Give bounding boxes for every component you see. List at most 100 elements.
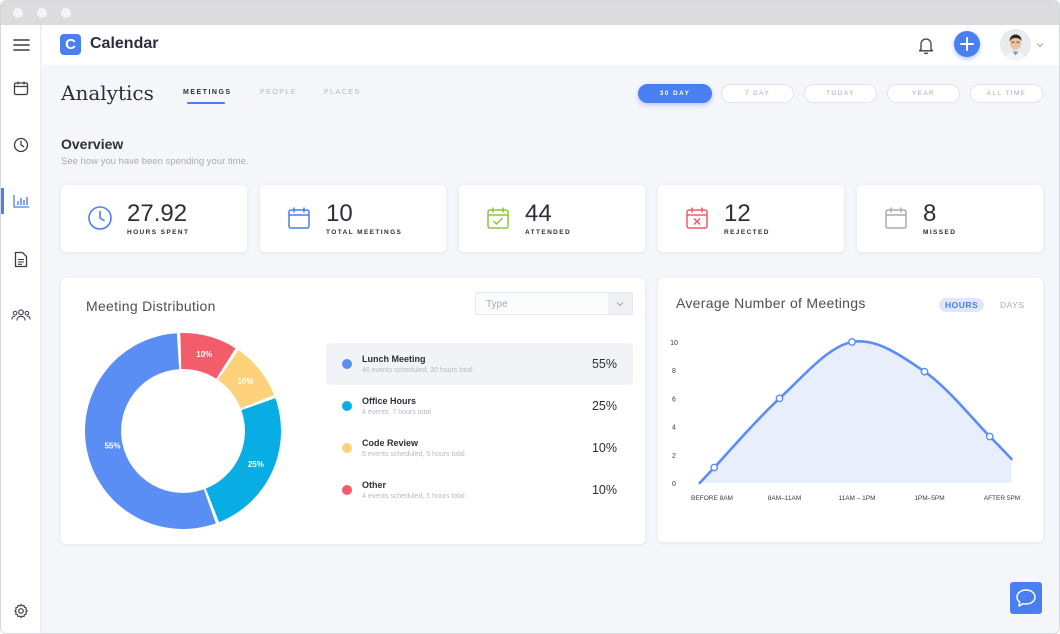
menu-icon[interactable] (11, 35, 31, 55)
chat-button[interactable] (1010, 582, 1042, 614)
account-menu-toggle[interactable] (1035, 37, 1045, 48)
sidebar-active-indicator (1, 188, 4, 214)
calendar-check-icon (485, 205, 511, 231)
clock-icon (87, 205, 113, 231)
stat-label: REJECTED (724, 229, 770, 236)
window-maximize-button[interactable] (61, 8, 71, 18)
chat-icon (1016, 589, 1036, 607)
range-30-day[interactable]: 30 DAY (638, 84, 712, 103)
stat-label: TOTAL MEETINGS (326, 229, 403, 236)
y-tick-label: 4 (672, 425, 676, 432)
stat-card-total-meetings: 10 TOTAL MEETINGS (260, 185, 446, 252)
item-name: Code Review (362, 438, 419, 448)
item-detail: 4 events, 7 hours total (362, 409, 431, 416)
sidebar-item-settings[interactable] (11, 601, 31, 621)
panel-title: Meeting Distribution (86, 298, 216, 314)
clock-icon (13, 137, 29, 153)
sidebar-item-calendar[interactable] (11, 78, 31, 98)
data-point[interactable] (920, 367, 929, 376)
calendar-icon (286, 205, 312, 231)
calendar-icon (13, 81, 29, 96)
user-photo (1000, 29, 1031, 60)
donut-slice[interactable] (205, 398, 281, 523)
item-name: Other (362, 480, 387, 490)
donut-slice[interactable] (84, 333, 216, 529)
unit-days-toggle[interactable]: DAYS (1000, 300, 1025, 310)
y-tick-label: 8 (672, 368, 676, 375)
item-percent: 25% (591, 399, 617, 413)
y-tick-label: 10 (670, 340, 678, 347)
gear-icon (14, 603, 28, 619)
sidebar-item-time[interactable] (11, 135, 31, 155)
x-tick-label: AFTER 5PM (984, 495, 1020, 502)
stat-card-attended: 44 ATTENDED (459, 185, 645, 252)
legend-dot (342, 401, 352, 411)
legend-dot (342, 485, 352, 495)
item-name: Lunch Meeting (362, 354, 426, 364)
sidebar (1, 25, 41, 633)
legend-dot (342, 359, 352, 369)
add-event-button[interactable] (954, 31, 980, 57)
data-point[interactable] (985, 432, 994, 441)
donut-slice[interactable] (180, 333, 236, 379)
range-today[interactable]: TODAY (804, 84, 877, 103)
sidebar-item-people[interactable] (11, 305, 31, 325)
tab-meetings[interactable]: MEETINGS (183, 89, 232, 96)
list-item[interactable]: Code Review 5 events scheduled, 5 hours … (326, 427, 633, 469)
y-tick-label: 0 (672, 481, 676, 488)
area-chart: 0 2 4 6 8 10 BEFORE 8AM 8AM–11AM 11AM – 1PM 1PM–5… (670, 338, 1020, 502)
list-item[interactable]: Lunch Meeting 40 events scheduled, 20 ho… (326, 343, 633, 385)
unit-hours-toggle[interactable]: HOURS (939, 298, 985, 312)
range-7-day[interactable]: 7 DAY (721, 84, 794, 103)
avatar[interactable] (1000, 29, 1031, 60)
window-close-button[interactable] (13, 8, 23, 18)
stat-card-rejected: 12 REJECTED (658, 185, 844, 252)
item-percent: 10% (591, 483, 617, 497)
list-item[interactable]: Other 4 events scheduled, 5 hours total … (326, 469, 633, 511)
range-all-time[interactable]: ALL TIME (970, 84, 1043, 103)
app-name: Calendar (90, 35, 159, 52)
tab-people[interactable]: PEOPLE (260, 89, 298, 96)
donut-chart: 10% 10% 25% 55% (84, 333, 281, 529)
donut-slice[interactable] (218, 350, 275, 409)
analytics-icon (12, 195, 29, 208)
page-title: Analytics (61, 81, 154, 105)
chevron-down-icon (1036, 43, 1044, 48)
overview-title: Overview (61, 136, 124, 152)
stat-value: 27.92 (127, 200, 188, 227)
x-tick-label: BEFORE 8AM (691, 495, 733, 502)
overview-subtitle: See how you have been spending your time… (61, 156, 249, 167)
stat-value: 44 (525, 200, 552, 227)
calendar-x-icon (684, 205, 710, 231)
data-point[interactable] (710, 463, 719, 472)
people-icon (11, 309, 31, 321)
tab-places[interactable]: PLACES (324, 89, 361, 96)
range-year[interactable]: YEAR (887, 84, 960, 103)
tab-active-underline (187, 102, 225, 104)
item-detail: 4 events scheduled, 5 hours total (362, 493, 465, 500)
sidebar-item-documents[interactable] (11, 249, 31, 269)
item-detail: 40 events scheduled, 20 hours total (362, 367, 473, 374)
data-point[interactable] (775, 394, 784, 403)
donut-data-label: 55% (104, 441, 120, 450)
stat-label: MISSED (923, 229, 957, 236)
stat-card-missed: 8 MISSED (857, 185, 1043, 252)
bell-icon (918, 38, 934, 55)
title-bar (1, 1, 1059, 25)
window-minimize-button[interactable] (37, 8, 47, 18)
sidebar-item-analytics[interactable] (11, 191, 31, 211)
app-logo: C (60, 34, 81, 55)
area-fill (699, 341, 1012, 483)
data-point[interactable] (848, 338, 856, 346)
item-name: Office Hours (362, 396, 417, 406)
notifications-button[interactable] (916, 35, 936, 55)
stat-label: ATTENDED (525, 229, 572, 236)
legend-dot (342, 443, 352, 453)
calendar-icon (883, 205, 909, 231)
chevron-down-icon (608, 293, 632, 314)
stat-value: 10 (326, 200, 353, 227)
list-item[interactable]: Office Hours 4 events, 7 hours total 25% (326, 385, 633, 427)
y-tick-label: 6 (672, 396, 676, 403)
type-select[interactable]: Type (475, 292, 633, 315)
